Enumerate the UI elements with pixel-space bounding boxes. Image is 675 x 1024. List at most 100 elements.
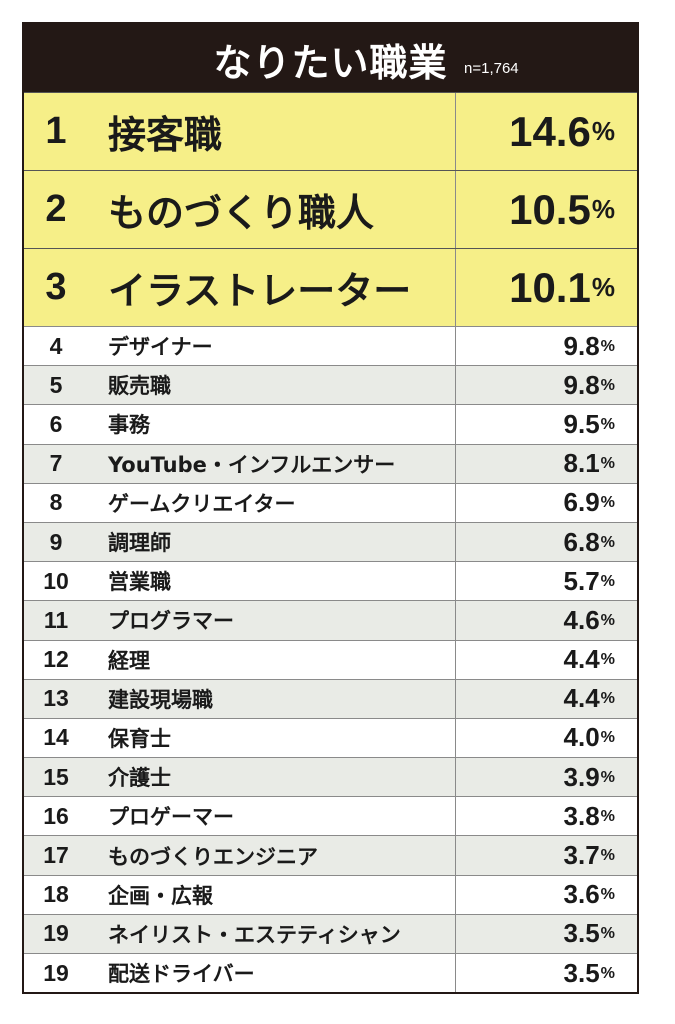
table-header: なりたい職業 n=1,764 — [24, 24, 637, 92]
percent-unit: % — [591, 116, 615, 146]
percent-unit: % — [600, 767, 615, 786]
rank-number: 5 — [49, 371, 63, 398]
table-row: 13 建設現場職 4.4% — [24, 678, 637, 718]
table-row: 19 配送ドライバー 3.5% — [24, 953, 637, 993]
rank-number: 7 — [49, 450, 63, 477]
percent-cell: 3.8% — [455, 797, 637, 836]
rank-number: 8 — [49, 489, 63, 516]
percent-unit: % — [591, 272, 615, 302]
percent-cell: 3.9% — [455, 758, 637, 797]
ranking-rows: 1 接客職 14.6% 2 ものづくり職人 10.5% 3 イラストレーター 10.1% 4 デザイ… — [24, 92, 637, 993]
job-name: 配送ドライバー — [108, 962, 255, 987]
table-title: なりたい職業 — [213, 41, 448, 85]
rank-number: 13 — [43, 685, 69, 712]
job-name: イラストレーター — [108, 269, 412, 313]
percent-unit: % — [600, 336, 615, 355]
percent-cell: 6.8% — [455, 522, 637, 562]
table-row: 5 販売職 9.8% — [24, 365, 637, 405]
rank-number: 16 — [43, 802, 69, 829]
rank-number: 19 — [43, 959, 69, 986]
job-name: ゲームクリエイター — [108, 491, 296, 516]
rank-number: 18 — [43, 881, 69, 908]
percent-value: 14.6 — [509, 107, 591, 155]
percent-value: 3.5 — [563, 957, 600, 988]
percent-cell: 8.1% — [455, 444, 637, 483]
job-name: 調理師 — [108, 531, 171, 556]
job-name: 経理 — [108, 648, 150, 673]
table-row: 9 調理師 6.8% — [24, 521, 637, 562]
rank-number: 17 — [43, 842, 69, 869]
ranking-table: なりたい職業 n=1,764 1 接客職 14.6% 2 ものづくり職人 10.5% 3 イラ… — [22, 22, 639, 995]
percent-cell: 3.5% — [455, 954, 637, 993]
percent-cell: 9.5% — [455, 405, 637, 444]
rank-number: 15 — [43, 763, 69, 790]
percent-cell: 14.6% — [455, 93, 637, 170]
percent-unit: % — [600, 454, 615, 473]
rank-number: 12 — [43, 646, 69, 673]
rank-number: 9 — [49, 528, 63, 555]
percent-cell: 3.7% — [455, 836, 637, 875]
table-row: 6 事務 9.5% — [24, 404, 637, 444]
percent-value: 9.5 — [563, 408, 600, 439]
percent-cell: 5.7% — [455, 562, 637, 601]
job-name: 建設現場職 — [108, 687, 213, 712]
percent-cell: 3.6% — [455, 875, 637, 914]
top-rank-row: 2 ものづくり職人 10.5% — [24, 170, 637, 248]
percent-value: 9.8 — [563, 330, 600, 361]
percent-unit: % — [600, 728, 615, 747]
percent-value: 3.8 — [563, 800, 600, 831]
percent-unit: % — [600, 414, 615, 433]
table-row: 19 ネイリスト・エステティシャン 3.5% — [24, 913, 637, 953]
job-name: ものづくり職人 — [108, 191, 375, 235]
percent-cell: 9.8% — [455, 327, 637, 366]
percent-cell: 3.5% — [455, 914, 637, 953]
rank-number: 1 — [45, 110, 67, 152]
percent-unit: % — [600, 571, 615, 590]
percent-cell: 4.4% — [455, 679, 637, 718]
job-name: プログラマー — [108, 609, 234, 634]
percent-value: 3.6 — [563, 879, 600, 910]
percent-unit: % — [600, 689, 615, 708]
top-rank-row: 1 接客職 14.6% — [24, 92, 637, 170]
percent-unit: % — [600, 924, 615, 943]
job-name: デザイナー — [108, 335, 213, 360]
rank-number: 19 — [43, 920, 69, 947]
top-rank-row: 3 イラストレーター 10.1% — [24, 248, 637, 326]
percent-value: 4.4 — [563, 683, 600, 714]
job-name: 介護士 — [108, 766, 171, 791]
job-name: 販売職 — [108, 374, 171, 399]
rank-number: 6 — [49, 410, 63, 437]
rank-number: 4 — [49, 332, 63, 359]
percent-unit: % — [600, 532, 615, 551]
percent-value: 4.4 — [563, 644, 600, 675]
job-name: 接客職 — [108, 113, 223, 157]
percent-unit: % — [600, 375, 615, 394]
rank-number: 3 — [45, 266, 67, 308]
table-row: 10 営業職 5.7% — [24, 561, 637, 601]
table-row: 7 YouTube・インフルエンサー 8.1% — [24, 443, 637, 483]
percent-unit: % — [600, 610, 615, 629]
percent-unit: % — [600, 963, 615, 982]
percent-value: 10.5 — [509, 185, 591, 233]
percent-value: 4.0 — [563, 722, 600, 753]
percent-value: 10.1 — [509, 263, 591, 311]
table-row: 17 ものづくりエンジニア 3.7% — [24, 835, 637, 875]
percent-cell: 4.4% — [455, 640, 637, 679]
percent-value: 3.9 — [563, 761, 600, 792]
percent-cell: 10.5% — [455, 171, 637, 248]
table-row: 15 介護士 3.9% — [24, 757, 637, 797]
percent-value: 5.7 — [563, 565, 600, 596]
table-row: 18 企画・広報 3.6% — [24, 874, 637, 914]
percent-value: 3.5 — [563, 918, 600, 949]
job-name: 保育士 — [108, 726, 171, 751]
table-row: 4 デザイナー 9.8% — [24, 326, 637, 366]
percent-value: 9.8 — [563, 369, 600, 400]
percent-value: 3.7 — [563, 840, 600, 871]
percent-value: 6.9 — [563, 487, 600, 518]
percent-cell: 10.1% — [455, 249, 637, 326]
job-name: ものづくりエンジニア — [108, 844, 318, 869]
table-row: 14 保育士 4.0% — [24, 717, 637, 758]
rank-number: 14 — [43, 724, 69, 751]
percent-unit: % — [600, 846, 615, 865]
sample-size: n=1,764 — [464, 60, 519, 77]
